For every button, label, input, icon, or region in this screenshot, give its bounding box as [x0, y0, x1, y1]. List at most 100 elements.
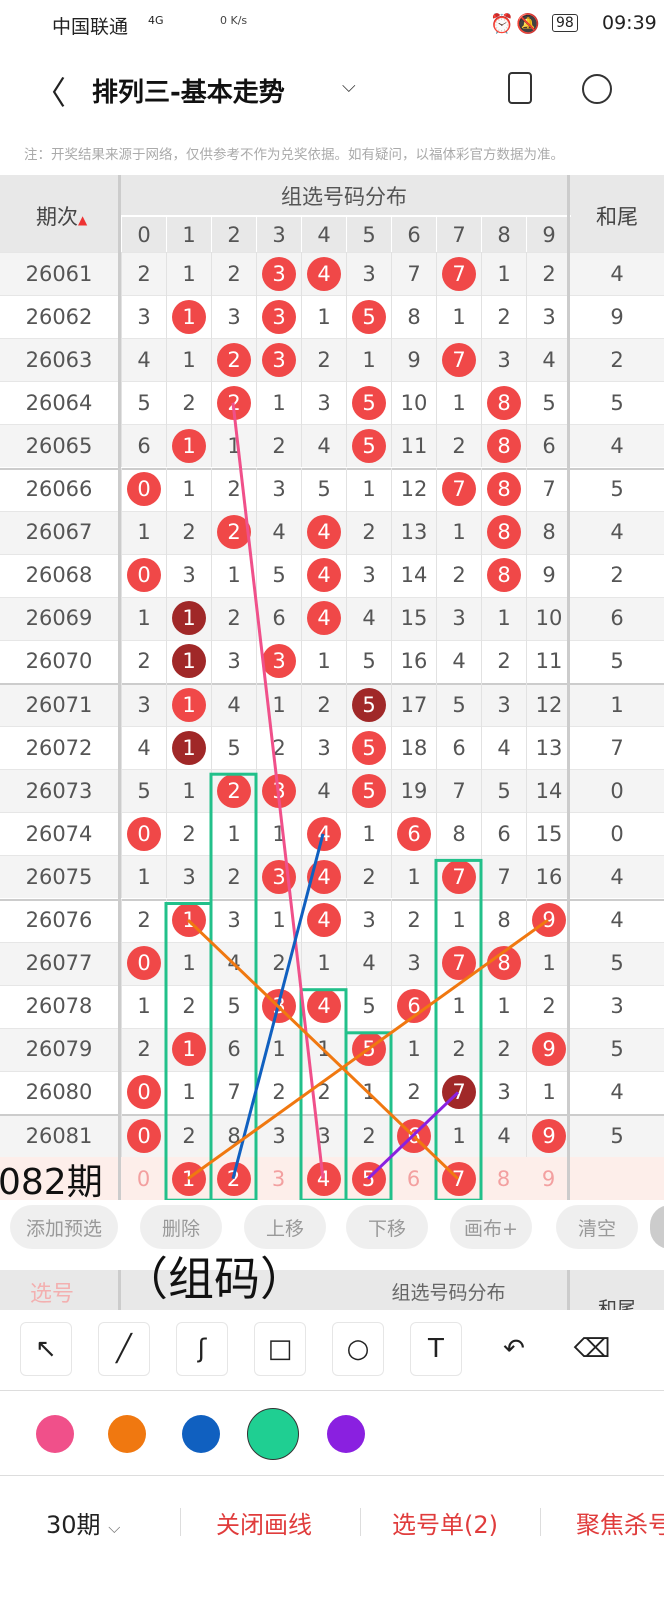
chevron-down-icon[interactable]: ⌵ [342, 76, 356, 97]
color-swatch[interactable] [182, 1415, 220, 1453]
drawn-line[interactable] [231, 402, 325, 1179]
number-cell: 1 [301, 941, 346, 985]
number-cell: 4 [346, 596, 391, 640]
issue-number: 26081 [25, 1123, 93, 1148]
miss-count: 2 [407, 1080, 421, 1105]
prediction-cell[interactable]: 4 [301, 1157, 346, 1200]
miss-count: 8 [542, 520, 556, 545]
action-button[interactable]: 上移 [244, 1205, 326, 1249]
drawing-layer[interactable] [0, 175, 664, 1200]
selected-ball[interactable]: 4 [306, 1161, 341, 1196]
prediction-cell[interactable]: 2 [211, 1157, 256, 1200]
carrier: 中国联通 [52, 16, 129, 38]
arrow-icon[interactable]: ↖ [20, 1322, 72, 1376]
miss-count: 1 [227, 821, 241, 846]
miss-count: 3 [182, 864, 196, 889]
prediction-cell[interactable]: 9 [526, 1157, 571, 1200]
drawn-rectangle[interactable] [344, 1031, 393, 1200]
number-cell: 4 [121, 726, 166, 770]
candidate-number[interactable]: 8 [496, 1166, 511, 1191]
hit-ball: 6 [397, 816, 431, 851]
table-header [0, 175, 664, 252]
color-swatch[interactable] [36, 1415, 74, 1453]
battery-icon: 98 [552, 14, 578, 32]
page-title[interactable]: 排列三-基本走势 [92, 78, 285, 108]
miss-count: 2 [272, 951, 286, 976]
drawn-line[interactable] [186, 918, 460, 1180]
circle-icon[interactable]: ○ [332, 1322, 384, 1376]
miss-count: 6 [137, 433, 151, 458]
pick-list-button[interactable]: 选号单(2) [392, 1511, 498, 1539]
number-cell: 1 [256, 381, 301, 425]
miss-count: 5 [227, 994, 241, 1019]
number-cell: 1 [346, 812, 391, 856]
issue-header[interactable]: 期次▲ [36, 201, 87, 231]
line-icon[interactable]: ╱ [98, 1322, 150, 1376]
action-button[interactable]: 画布+ [450, 1205, 532, 1249]
table-row [0, 467, 664, 511]
focus-kill-button[interactable]: 聚焦杀号 [576, 1511, 664, 1539]
prediction-cell[interactable]: 3 [256, 1157, 301, 1200]
mute-icon: 🔕 [516, 13, 540, 35]
miss-count: 3 [497, 1080, 511, 1105]
more-button[interactable] [650, 1205, 664, 1249]
color-swatch[interactable] [327, 1415, 365, 1453]
candidate-number[interactable]: 3 [271, 1166, 286, 1191]
period-select[interactable]: 30期 ⌵ [46, 1505, 120, 1540]
prediction-cell[interactable]: 0 [121, 1157, 166, 1200]
number-cell: 8 [481, 553, 526, 597]
number-cell: 3 [526, 295, 571, 339]
miss-count: 4 [362, 951, 376, 976]
prediction-cell[interactable]: 8 [481, 1157, 526, 1200]
prediction-cell[interactable]: 6 [391, 1157, 436, 1200]
share-icon[interactable] [582, 74, 612, 104]
number-cell: 2 [391, 898, 436, 942]
action-button[interactable]: 下移 [346, 1205, 428, 1249]
miss-count: 4 [452, 649, 466, 674]
device-icon[interactable] [508, 72, 532, 104]
close-draw-button[interactable]: 关闭画线 [216, 1511, 312, 1539]
miss-count: 12 [535, 692, 563, 717]
tail-value: 5 [610, 951, 624, 976]
drawn-rectangle[interactable] [299, 988, 348, 1200]
miss-count: 1 [452, 390, 466, 415]
action-button[interactable]: 添加预选 [10, 1205, 118, 1249]
number-cell: 13 [526, 726, 571, 770]
candidate-number[interactable]: 9 [541, 1166, 556, 1191]
hit-ball: 4 [307, 256, 341, 291]
number-cell: 9 [526, 553, 571, 597]
selected-ball[interactable]: 2 [216, 1161, 251, 1196]
miss-count: 19 [400, 778, 428, 803]
number-cell: 7 [526, 467, 571, 511]
undo-icon[interactable]: ↶ [503, 1334, 525, 1364]
curve-icon[interactable]: ʃ [176, 1322, 228, 1376]
color-swatch[interactable] [247, 1408, 299, 1460]
drawn-rectangle[interactable] [434, 858, 483, 1200]
candidate-number[interactable]: 0 [136, 1166, 151, 1191]
number-cell: 2 [436, 553, 481, 597]
back-icon[interactable]: 〈 [34, 74, 67, 112]
number-cell: 15 [526, 812, 571, 856]
status-bar: 中国联通 4G 0 K/s ⏰ 🔕 98 09:39 [0, 0, 664, 50]
miss-count: 11 [535, 649, 563, 674]
drawn-line[interactable] [366, 1091, 460, 1180]
miss-count: 4 [497, 1123, 511, 1148]
miss-count: 1 [272, 908, 286, 933]
drawn-rectangle[interactable] [164, 902, 213, 1201]
drawn-line[interactable] [187, 918, 549, 1180]
miss-count: 3 [182, 563, 196, 588]
number-cell: 4 [301, 769, 346, 813]
table-row [0, 639, 664, 683]
miss-count: 5 [272, 563, 286, 588]
number-cell: 1 [481, 252, 526, 296]
color-swatch[interactable] [108, 1415, 146, 1453]
candidate-number[interactable]: 6 [406, 1166, 421, 1191]
sort-icon[interactable]: ▲ [78, 213, 88, 227]
action-button[interactable]: 删除 [140, 1205, 222, 1249]
number-cell: 5 [256, 553, 301, 597]
miss-count: 2 [182, 520, 196, 545]
rectangle-icon[interactable]: □ [254, 1322, 306, 1376]
action-button[interactable]: 清空 [556, 1205, 638, 1249]
text-icon[interactable]: T [410, 1322, 462, 1376]
eraser-icon[interactable]: ⌫ [573, 1334, 611, 1364]
